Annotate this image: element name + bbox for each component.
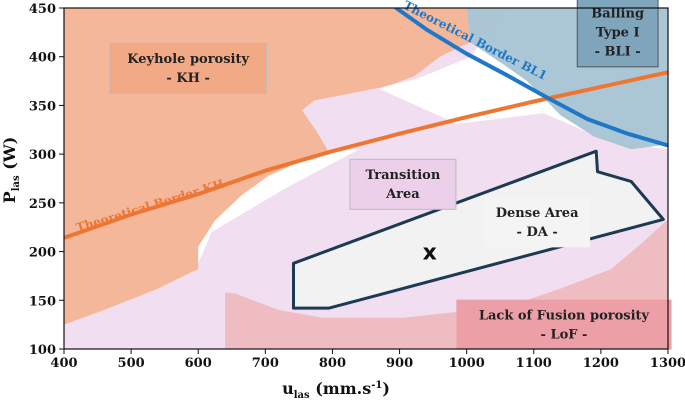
y-tick-label: 450 [29,2,56,17]
x-tick-label: 800 [319,356,346,371]
label-kh-line-1: - KH - [166,71,209,86]
y-tick-label: 250 [29,197,56,212]
label-box-lof [456,299,672,350]
x-tick-label: 1100 [516,356,552,371]
y-axis-label: Plas (W) [0,137,22,204]
series-line-1 [394,8,668,148]
axes-layer: 400 500 600 700 800 900 1000 1100 1200 1300 100 150… [29,2,685,371]
plot-frame [63,7,669,350]
label-box-dense [484,197,591,248]
y-tick-label: 300 [29,148,56,163]
label-lof-line-1: - LoF - [541,327,588,342]
label-lof-line-0: Lack of Fusion porosity [479,308,650,323]
region-dense [292,149,665,310]
y-tick-label: 150 [29,294,56,309]
label-dense-line-1: - DA - [517,225,558,240]
region-transition [64,113,668,349]
series-line-0 [64,70,668,240]
label-dense-line-0: Dense Area [496,206,579,221]
x-tick-label: 700 [252,356,279,371]
x-tick-label: 500 [118,356,145,371]
y-tick-label: 200 [29,246,56,261]
label-box-bli [576,0,659,68]
y-tick-label: 400 [29,51,56,66]
y-tick-label: 350 [29,99,56,114]
x-tick-label: 600 [185,356,212,371]
lines-layer [64,8,668,240]
label-box-transition [349,158,457,210]
label-transition-line-0: Transition [366,168,441,183]
label-bli-line-2: - BLI - [595,45,641,60]
label-bli-line-0: Balling [591,7,644,22]
region-transition-upper [302,8,548,153]
x-tick-label: 900 [386,356,413,371]
label-transition-line-1: Area [385,187,420,202]
x-tick-label: 1300 [650,356,685,371]
label-bli-line-1: Type I [596,26,640,41]
y-tick-label: 100 [29,343,56,358]
label-kh-line-0: Keyhole porosity [127,52,249,67]
x-axis-label: ulas (mm.s-1) [282,379,390,401]
x-tick-label: 1000 [449,356,485,371]
label-box-kh [109,42,267,94]
x-tick-label: 1200 [583,356,619,371]
x-tick-label: 400 [50,356,77,371]
marker-annotation: x [423,241,437,266]
